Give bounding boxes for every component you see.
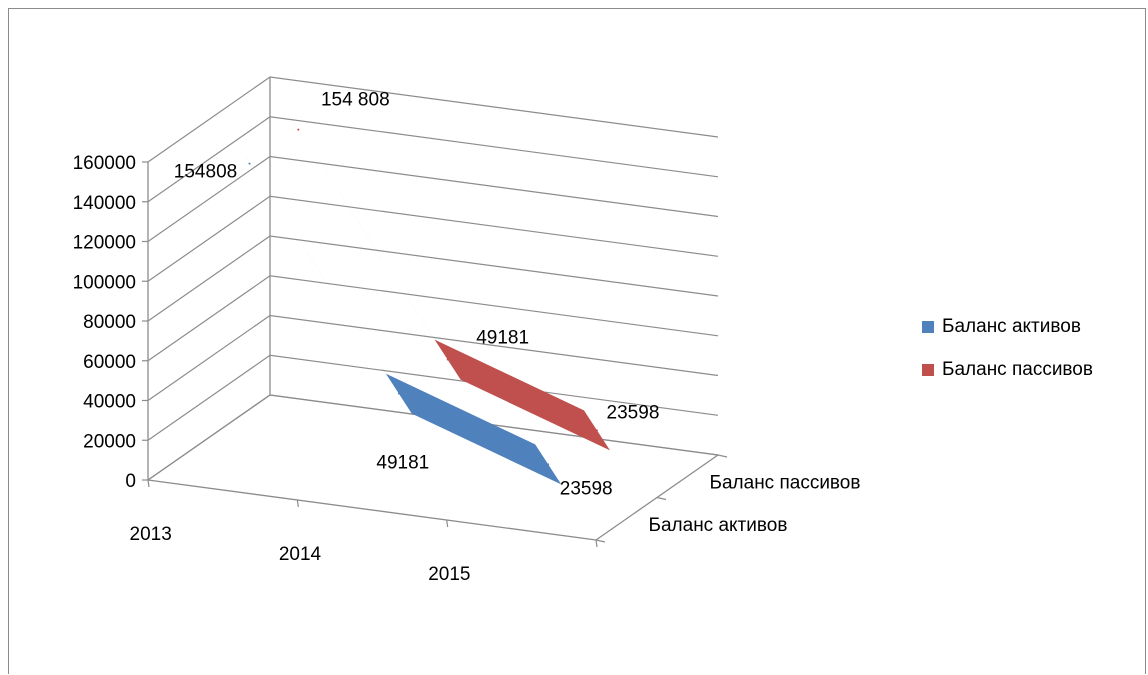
legend-swatch-assets [922, 320, 934, 333]
y-tick-label: 0 [125, 471, 136, 492]
y-tick-label: 40000 [83, 392, 136, 413]
gridline [147, 275, 719, 362]
x-tick-label: 2013 [130, 524, 172, 545]
data-label: 49181 [376, 453, 429, 474]
data-label: 23598 [607, 402, 660, 423]
legend-label-liabilities: Баланс пассивов [942, 358, 1093, 380]
x-tick-mark [147, 479, 150, 488]
gridline [147, 195, 719, 282]
legend-label-assets: Баланс активов [942, 315, 1081, 337]
data-point [297, 128, 300, 131]
gridline [147, 155, 719, 242]
depth-label: Баланс пассивов [710, 472, 861, 493]
data-label: 49181 [476, 328, 529, 349]
series-liabilities [285, 109, 610, 451]
depth-tick-mark [656, 496, 667, 501]
gridline [147, 314, 719, 401]
depth-label: Баланс активов [649, 515, 788, 536]
depth-tick-mark [595, 539, 606, 543]
data-point [595, 429, 598, 432]
depth-axis-labels: Баланс пассивов Баланс активов [649, 472, 861, 536]
x-axis-tick-labels: 2013 2014 2015 [130, 524, 471, 585]
chart-walls [147, 77, 719, 541]
x-tick-label: 2014 [279, 544, 322, 565]
gridline [147, 394, 719, 481]
legend-swatch-liabilities [922, 363, 934, 376]
data-point [446, 358, 449, 361]
depth-tick-mark [717, 454, 728, 458]
data-label: 23598 [560, 478, 613, 499]
legend-item-assets: Баланс активов [922, 313, 1093, 340]
x-tick-label: 2015 [428, 564, 470, 585]
data-labels: 154808 49181 23598 154 808 49181 23598 [174, 90, 660, 500]
gridline [147, 116, 719, 203]
y-tick-label: 160000 [73, 153, 136, 174]
y-tick-label: 100000 [73, 272, 136, 293]
data-point [397, 392, 400, 395]
y-axis-tick-labels: 0 20000 40000 60000 80000 100000 120000 140000 1… [73, 153, 136, 492]
x-axis-line [147, 479, 597, 541]
chart-frame [8, 8, 1146, 674]
x-tick-mark [296, 499, 299, 508]
gridline [147, 76, 719, 163]
x-tick-mark [595, 539, 598, 548]
legend: Баланс активов Баланс пассивов [922, 313, 1093, 399]
gridline [147, 354, 719, 441]
y-tick-label: 140000 [73, 193, 136, 214]
legend-item-liabilities: Баланс пассивов [922, 356, 1093, 383]
series-line [236, 143, 562, 485]
gridlines [142, 76, 728, 548]
y-tick-label: 20000 [83, 431, 136, 452]
series-assets [236, 143, 562, 485]
series-ribbons [236, 109, 610, 485]
y-tick-label: 80000 [83, 312, 136, 333]
data-point [248, 162, 251, 165]
y-tick-label: 120000 [73, 233, 136, 254]
data-label: 154808 [174, 162, 237, 183]
gridline [147, 235, 719, 322]
y-tick-label: 60000 [83, 352, 136, 373]
data-point [547, 463, 550, 466]
data-label: 154 808 [321, 90, 390, 111]
x-tick-mark [446, 519, 449, 528]
series-line [285, 109, 610, 451]
